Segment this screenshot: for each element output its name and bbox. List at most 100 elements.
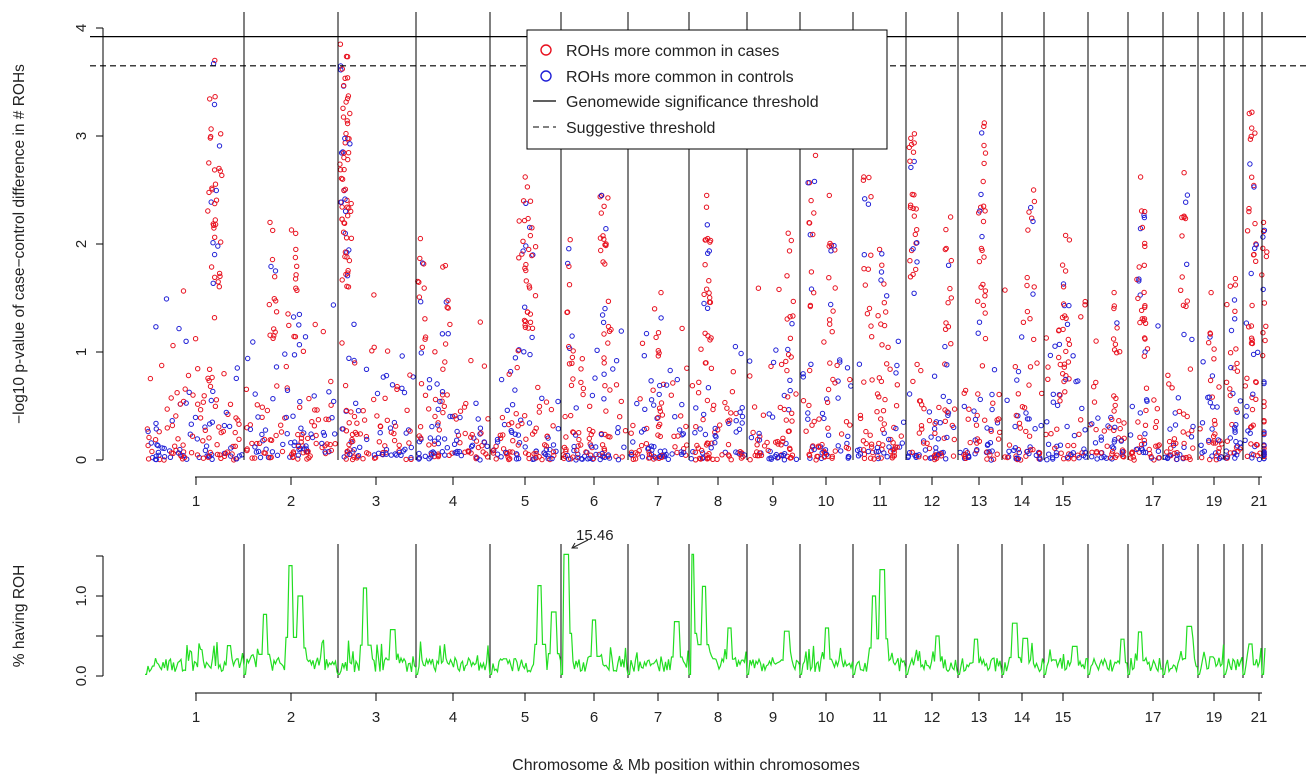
- data-point: [444, 392, 450, 398]
- data-point: [1141, 212, 1147, 219]
- data-point: [144, 426, 151, 432]
- data-point: [155, 449, 162, 456]
- data-point: [208, 397, 215, 404]
- data-point: [808, 197, 814, 204]
- data-point: [294, 287, 300, 293]
- data-point: [931, 373, 938, 379]
- data-point: [739, 420, 745, 426]
- data-point: [278, 422, 284, 428]
- data-point: [643, 441, 650, 447]
- data-point: [1065, 359, 1072, 365]
- data-point: [469, 431, 475, 438]
- data-point: [769, 414, 776, 420]
- data-point: [338, 175, 345, 182]
- data-point: [473, 438, 480, 444]
- data-point: [1216, 445, 1222, 452]
- legend-controls-label: ROHs more common in controls: [566, 69, 794, 86]
- data-point: [793, 456, 800, 462]
- data-point: [699, 447, 705, 454]
- data-point: [1185, 431, 1191, 437]
- data-point: [340, 229, 347, 235]
- data-point: [1024, 282, 1030, 289]
- data-point: [982, 293, 988, 299]
- data-point: [1050, 399, 1057, 405]
- data-point: [513, 456, 520, 462]
- data-point: [419, 344, 425, 350]
- data-point: [298, 435, 305, 441]
- data-point: [940, 393, 946, 400]
- data-point: [1254, 442, 1260, 448]
- data-point: [247, 426, 254, 433]
- data-point: [618, 328, 624, 334]
- data-point: [566, 246, 572, 252]
- data-point: [984, 449, 990, 455]
- data-point: [1060, 371, 1066, 377]
- data-point: [1186, 454, 1192, 460]
- data-point: [976, 319, 983, 325]
- data-point: [516, 218, 522, 224]
- data-point: [944, 409, 950, 415]
- top-x-tick-label: 3: [372, 493, 380, 510]
- data-point: [1078, 314, 1084, 320]
- data-point: [211, 101, 218, 108]
- data-point: [880, 408, 887, 414]
- data-point: [1011, 447, 1017, 453]
- data-point: [252, 444, 258, 450]
- data-point: [1027, 444, 1033, 450]
- data-point: [725, 441, 732, 448]
- data-point: [978, 204, 984, 211]
- data-point: [580, 391, 586, 398]
- data-point: [1227, 450, 1234, 456]
- data-point: [911, 158, 917, 165]
- data-point: [218, 239, 224, 245]
- data-point: [601, 203, 607, 210]
- data-point: [1117, 425, 1123, 432]
- data-point: [180, 288, 187, 294]
- data-point: [926, 417, 933, 424]
- data-point: [1248, 424, 1255, 430]
- data-point: [945, 412, 951, 419]
- data-point: [590, 456, 596, 462]
- data-point: [566, 456, 572, 462]
- data-point: [159, 445, 165, 451]
- data-point: [1156, 455, 1163, 461]
- data-point: [861, 252, 867, 258]
- data-point: [442, 341, 449, 347]
- data-point: [698, 346, 704, 352]
- data-point: [1101, 454, 1107, 460]
- data-point: [189, 433, 196, 439]
- data-point: [274, 452, 281, 458]
- data-point: [315, 417, 322, 423]
- data-point: [704, 452, 710, 458]
- data-point: [979, 233, 985, 240]
- data-point: [1206, 437, 1212, 444]
- data-point: [630, 439, 636, 445]
- data-point: [1246, 208, 1252, 215]
- data-point: [1231, 297, 1238, 303]
- data-point: [376, 439, 382, 445]
- data-point: [696, 455, 703, 461]
- data-point: [490, 448, 496, 454]
- data-point: [444, 304, 450, 310]
- data-point: [981, 160, 987, 167]
- data-point: [435, 420, 441, 426]
- data-point: [208, 133, 214, 140]
- data-point: [1199, 454, 1205, 461]
- data-point: [1137, 319, 1143, 326]
- data-point: [785, 230, 791, 236]
- data-point: [221, 453, 228, 459]
- data-point: [1212, 440, 1219, 446]
- data-point: [594, 347, 600, 353]
- data-point: [706, 278, 712, 284]
- data-point: [147, 375, 154, 382]
- data-point: [462, 430, 468, 437]
- data-point: [781, 406, 787, 413]
- data-point: [815, 443, 822, 449]
- data-point: [807, 367, 813, 374]
- data-point: [996, 416, 1002, 422]
- data-point: [590, 455, 597, 462]
- data-point: [1004, 454, 1011, 461]
- data-point: [532, 293, 539, 299]
- data-point: [1095, 415, 1101, 421]
- data-point: [884, 293, 890, 299]
